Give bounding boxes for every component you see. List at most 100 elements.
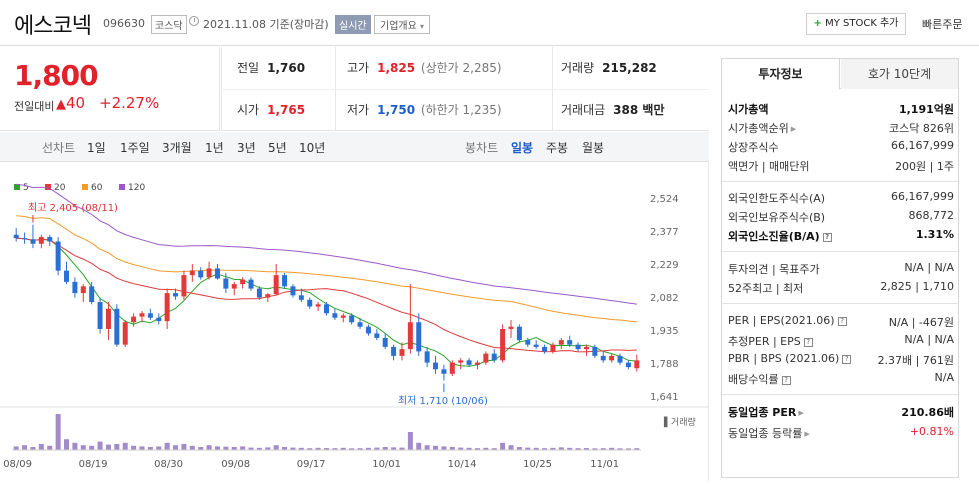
volume-bar [214,446,220,450]
candle-body [491,353,497,361]
candle-body [466,360,472,365]
volume-bar [340,447,346,450]
row-value: 1,191억원 [898,103,954,116]
stat-value: 215,282 [602,61,657,75]
quick-order-link[interactable]: 빠른주문 [922,18,963,31]
chart-period-bar: 선차트 1일 1주일 3개월 1년 3년 5년 10년 봉차트 일봉 주봉 월봉 [0,132,709,162]
ma-line-60 [16,215,637,323]
row-label: 투자의견 | 목표주가 [728,263,820,276]
help-icon[interactable]: ? [822,232,832,242]
volume-bar [365,447,371,450]
candle-body [474,362,480,365]
volume-bar [181,444,187,450]
tab-order-book[interactable]: 호가 10단계 [841,59,958,89]
candle-body [533,344,539,347]
stat-high: 고가 1,825 (상한가 2,285) [347,59,502,76]
candle-body [173,293,179,297]
volume-bar [72,442,78,450]
volume-bar [97,441,103,450]
x-tick-label: 09/17 [297,459,326,470]
market-badge: 코스닥 [151,15,187,34]
my-stock-add-button[interactable]: + MY STOCK 추가 [806,13,906,35]
volume-bar [64,439,70,450]
candle-daily[interactable]: 일봉 [511,141,534,155]
candle-body [441,369,447,374]
volume-bar [80,445,86,450]
help-icon[interactable]: ? [803,337,813,347]
row-value: +0.81% [909,425,954,438]
candle-body [273,275,279,295]
price-chart[interactable]: 5 20 60 120 2,524 2,377 2,229 2,082 1,935 1,788 1,… [0,162,710,481]
candle-body [38,237,44,244]
candle-body [256,288,262,298]
candle-body [324,304,329,314]
candle-body [64,270,70,282]
period-1y[interactable]: 1년 [205,141,224,155]
volume-bar [240,446,246,450]
candle-body [399,349,405,356]
period-1w[interactable]: 1주일 [120,141,150,155]
volume-bar [441,446,447,450]
row-foreign-hold: 외국인보유주식수(B) 868,772 [728,209,954,226]
candle-monthly[interactable]: 월봉 [582,141,605,155]
company-overview-dropdown[interactable]: 기업개요 ▾ [374,15,431,34]
candle-body [198,270,204,278]
volume-bar [433,445,439,450]
stat-label: 고가 [347,61,370,75]
clock-icon [189,16,199,26]
period-3m[interactable]: 3개월 [162,141,192,155]
candle-body [80,286,86,294]
realtime-button[interactable]: 실시간 [335,15,371,34]
volume-bar [13,446,19,450]
tab-investment-info[interactable]: 투자정보 [722,59,840,89]
candle-body [332,313,338,318]
candle-body [307,299,313,307]
stat-value: 1,760 [267,61,306,75]
stat-label: 저가 [347,103,370,117]
candle-body [416,322,422,352]
volume-bar [349,448,355,450]
period-5y[interactable]: 5년 [268,141,287,155]
volume-bar [189,445,195,450]
candle-weekly[interactable]: 주봉 [546,141,569,155]
candle-body [97,302,103,329]
row-value: N/A | N/A [904,261,954,274]
period-1d[interactable]: 1일 [87,141,106,155]
period-3y[interactable]: 3년 [237,141,256,155]
row-cap-rank: 시가총액순위 ▶ 코스닥 826위 [728,120,954,137]
row-value: N/A | -467원 [888,316,954,329]
row-value: 66,167,999 [891,139,954,152]
y-tick-label: 1,788 [650,359,679,370]
stat-label: 거래대금 [561,103,606,117]
current-price-box: 1,800 전일대비 ▲40 +2.27% [0,47,220,131]
volume-bar [600,448,606,450]
row-label: 시가총액 [728,103,769,116]
candle-body [156,317,162,322]
candle-body [600,355,606,361]
help-icon[interactable]: ? [842,354,852,364]
volume-bar [139,446,145,450]
candle-body [525,340,531,345]
candle-body [592,346,598,356]
stock-name: 에스코넥 [14,14,92,39]
help-icon[interactable]: ? [837,316,847,326]
row-label: 외국인보유주식수(B) [728,211,826,224]
help-icon[interactable]: ? [781,375,791,385]
volume-bar [290,447,296,450]
current-price: 1,800 [14,59,99,92]
period-10y[interactable]: 10년 [299,141,326,155]
candle-body [30,239,36,244]
x-tick-label: 08/09 [3,459,32,470]
price-chart-svg: 5 20 60 120 2,524 2,377 2,229 2,082 1,935 1,788 1,… [0,162,710,481]
candle-body [340,315,346,318]
row-value: 200원 | 1주 [895,160,954,173]
candle-body [240,279,246,285]
candle-body [617,355,623,363]
legend-label: 5 [23,183,29,193]
divider [722,181,958,182]
candle-body [609,355,615,361]
stock-header: 에스코넥 096630 코스닥 2021.11.08 기준(장마감) 실시간 기… [0,0,979,46]
row-sector-per: 동일업종 PER ▶ 210.86배 [728,404,954,421]
candle-body [583,346,589,350]
row-label: 동일업종 등락률 ▶ [728,425,810,441]
